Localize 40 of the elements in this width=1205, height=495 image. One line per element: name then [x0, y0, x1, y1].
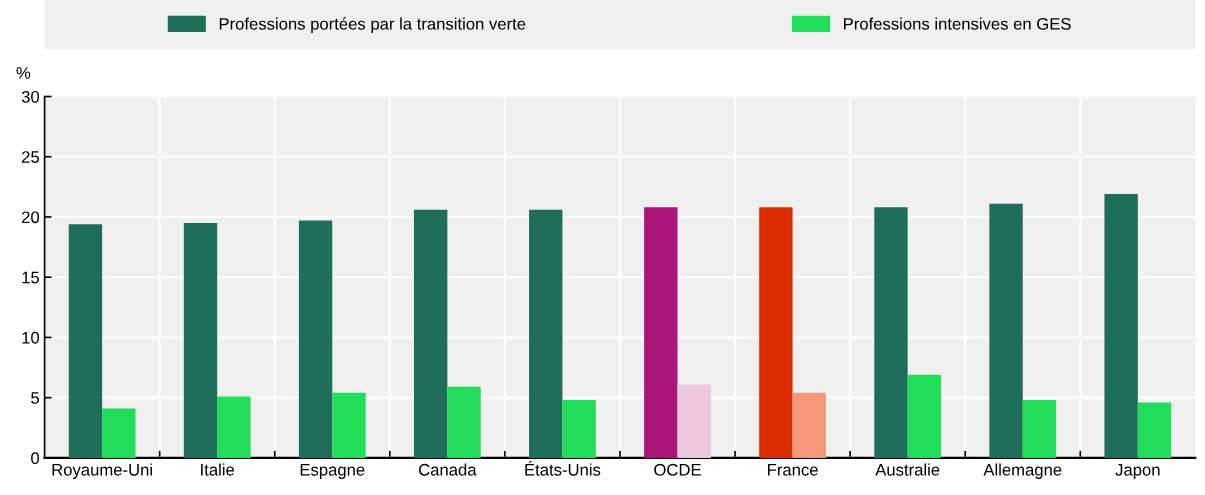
- bar: [759, 207, 793, 458]
- bar: [1104, 194, 1138, 458]
- bar: [874, 207, 908, 458]
- x-tick-label: Australie: [875, 463, 940, 476]
- x-tick-label: Royaume-Uni: [52, 463, 152, 479]
- bar: [1137, 402, 1172, 458]
- x-tick-label: Italie: [201, 463, 235, 476]
- bar: [183, 223, 218, 458]
- bar: [989, 203, 1023, 458]
- y-axis-title: %: [16, 67, 31, 79]
- legend-label: Professions portées par la transition verte: [219, 17, 526, 34]
- bar: [644, 207, 678, 458]
- x-tick-label: Canada: [419, 463, 477, 476]
- bar: [529, 209, 563, 458]
- y-tick-label: 15: [22, 271, 40, 284]
- bar: [562, 400, 596, 458]
- bar: [792, 392, 826, 458]
- bar: [1022, 400, 1057, 458]
- y-tick-label: 30: [21, 90, 40, 103]
- bar: [413, 209, 448, 458]
- y-tick-label: 10: [22, 331, 40, 344]
- bar: [298, 220, 333, 458]
- y-tick-label: 25: [22, 151, 40, 163]
- legend-label: Professions intensives en GES: [844, 17, 1071, 30]
- x-tick-label: Japon: [1115, 464, 1160, 479]
- y-tick-label: 0: [31, 452, 40, 465]
- bar: [907, 374, 942, 458]
- y-tick-label: 20: [22, 211, 40, 224]
- bar: [447, 386, 481, 458]
- bar: [332, 392, 366, 458]
- bar: [677, 384, 711, 458]
- x-tick-label: Espagne: [300, 464, 365, 479]
- bar: [217, 396, 251, 458]
- x-tick-label: États-Unis: [525, 461, 601, 476]
- bar: [102, 408, 136, 458]
- x-tick-label: France: [768, 464, 818, 476]
- y-tick-label: 5: [31, 392, 40, 404]
- x-tick-label: Allemagne: [983, 463, 1062, 479]
- bar: [68, 224, 103, 458]
- x-tick-label: OCDE: [654, 463, 701, 476]
